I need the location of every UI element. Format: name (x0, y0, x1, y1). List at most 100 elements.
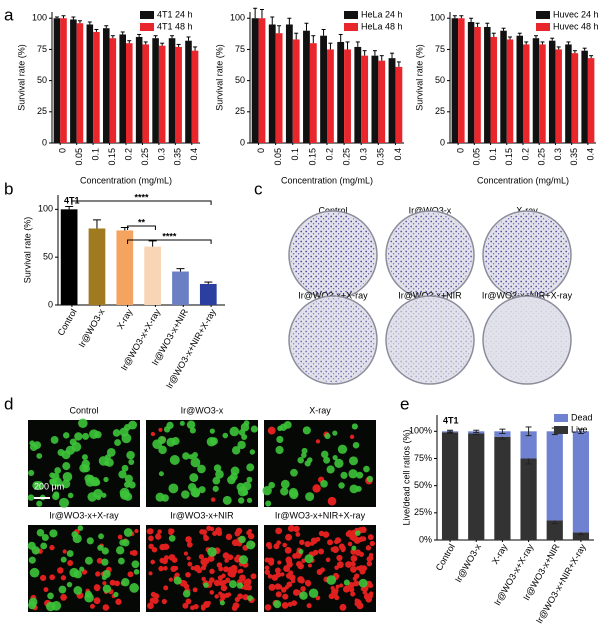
colonies (291, 213, 375, 297)
error-bar (475, 22, 480, 27)
dead-cell (366, 556, 373, 562)
dead-cell (286, 561, 293, 568)
live-cell (58, 585, 67, 594)
live-cell (247, 595, 253, 602)
dead-cell (220, 584, 228, 592)
x-tick-label: Ir@WO3-x+NIR+X-ray (164, 307, 218, 391)
legend-label: HeLa 24 h (361, 9, 403, 19)
dead-cell (297, 562, 304, 570)
live-cell (268, 481, 276, 489)
dead-cell (351, 529, 356, 535)
live-cell (121, 464, 129, 472)
live-cell (273, 600, 282, 609)
dead-cell (109, 579, 116, 586)
live-cell (297, 456, 304, 464)
dead-cell (299, 577, 305, 584)
live-cell (209, 428, 215, 434)
live-cell (131, 560, 140, 569)
dead-cell (127, 571, 134, 578)
bar (144, 246, 161, 305)
live-cell (113, 591, 119, 598)
live-cell (236, 582, 244, 589)
bar-segment (520, 431, 537, 459)
dead-cell (185, 571, 191, 578)
live-cell (239, 555, 249, 565)
live-cell (210, 437, 218, 446)
error-bar (321, 28, 326, 36)
live-cell (128, 459, 135, 466)
x-tick-label: Ir@WO3-x+NIR+X-ray (534, 542, 588, 626)
bar (70, 19, 77, 143)
live-cell (332, 455, 338, 461)
live-cell (334, 458, 344, 469)
live-cell (246, 497, 253, 503)
live-cell (186, 420, 196, 429)
dead-cell (369, 540, 375, 547)
dead-cell (49, 574, 56, 581)
live-cell (343, 579, 350, 586)
dead-cell (102, 604, 110, 611)
error-bar (540, 41, 545, 45)
bar (158, 45, 166, 143)
panel-label: e (400, 394, 409, 413)
live-cell (276, 435, 284, 444)
dead-cell (193, 603, 199, 610)
dead-cell (147, 602, 154, 610)
dead-cell (368, 583, 374, 588)
error-bar (355, 41, 360, 47)
dead-cell (168, 554, 176, 561)
error-bar (517, 32, 522, 36)
live-cell (74, 432, 83, 441)
live-cell (290, 468, 298, 477)
dead-cell (330, 546, 336, 552)
bar (109, 38, 117, 144)
live-cell (355, 530, 361, 536)
live-cell (299, 591, 308, 600)
dead-cell (367, 534, 374, 541)
y-tick-label: 100 (430, 13, 445, 23)
bar-segment (546, 520, 563, 540)
bar-segment (468, 433, 485, 540)
dead-cell (190, 566, 195, 571)
error-bar (94, 28, 99, 32)
error-bar (170, 35, 175, 39)
y-tick-label: 0 (440, 137, 445, 147)
live-cell (280, 479, 290, 489)
bar (490, 36, 498, 144)
live-cell (241, 433, 248, 441)
dead-cell (49, 544, 55, 551)
bar (451, 18, 459, 143)
error-bar (186, 36, 191, 41)
dead-cell (200, 605, 206, 611)
live-cell (123, 492, 133, 501)
live-cell (169, 454, 180, 465)
bar (539, 44, 546, 143)
live-cell (324, 433, 331, 440)
live-cell (197, 464, 206, 474)
dead-cell (288, 527, 293, 532)
live-cell (81, 454, 88, 461)
error-bar (77, 20, 82, 24)
dead-cell (40, 574, 47, 582)
dead-cell (310, 537, 318, 545)
bar (548, 40, 556, 143)
live-cell (279, 423, 288, 431)
significance-bracket (127, 239, 212, 244)
live-cell (301, 447, 308, 454)
significance-label: ** (138, 217, 146, 227)
live-cell (307, 457, 313, 463)
live-cell (98, 533, 104, 540)
dead-cell (202, 563, 207, 568)
dead-cell (134, 528, 139, 534)
image-label: Ir@WO3-x (181, 405, 224, 415)
dead-cell (318, 530, 325, 537)
dead-cell (161, 598, 167, 605)
error-bar (459, 15, 464, 19)
dead-cell (315, 595, 321, 601)
dead-cell (334, 595, 340, 601)
dead-cell (268, 583, 276, 591)
live-cell (187, 483, 197, 492)
dead-cell (114, 580, 120, 587)
dead-cell (239, 574, 246, 582)
x-axis-label: Concentration (mg/mL) (80, 175, 172, 185)
